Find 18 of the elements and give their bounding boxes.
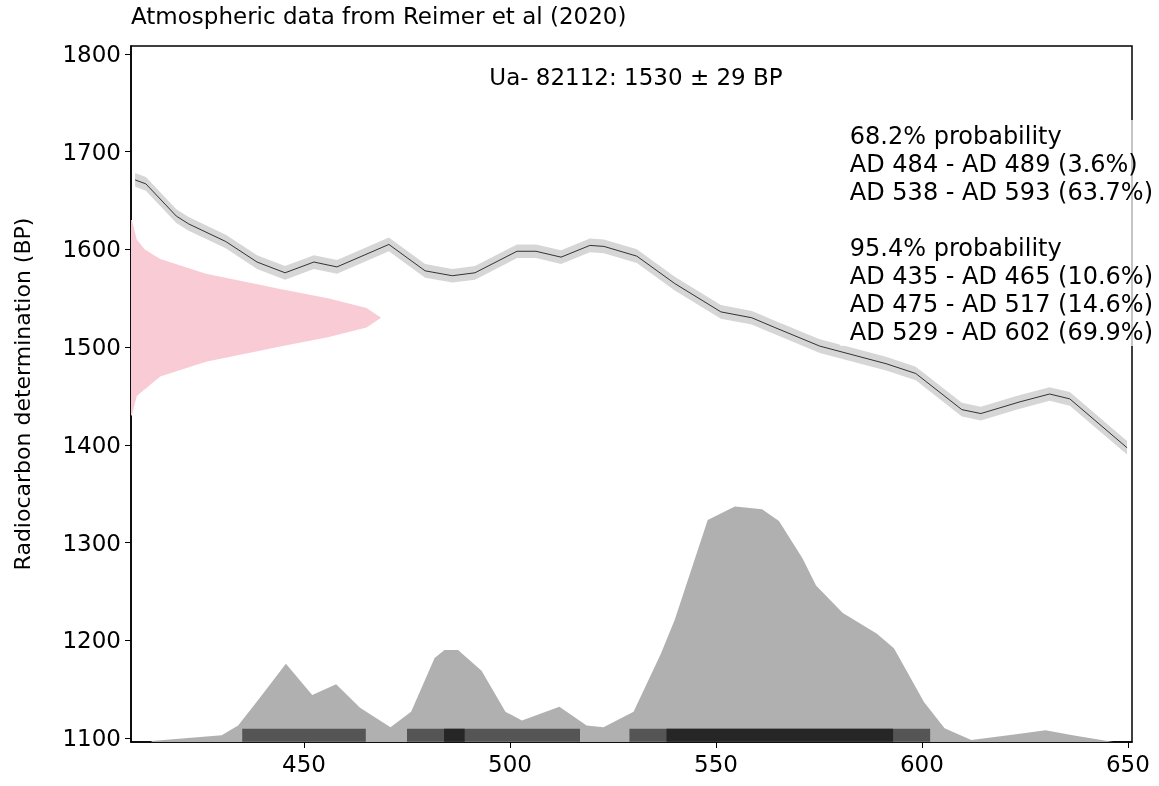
x-tick-label: 500: [488, 750, 532, 777]
annotation: 68.2% probability AD 484 - AD 489 (3.6%) AD 538 - AD 593 (63.7%): [849, 122, 1153, 206]
x-tick-label: 450: [282, 750, 326, 777]
y-tick-label: 1100: [62, 725, 121, 752]
annotation: 95.4% probability AD 435 - AD 465 (10.6%) AD 475 - AD 517 (14.6%) AD 529 - AD 602 (69.9%): [849, 234, 1153, 346]
y-axis-title: Radiocarbon determination (BP): [9, 217, 35, 571]
x-tick-label: 650: [1105, 750, 1150, 777]
x-tick-label: 550: [693, 750, 738, 777]
y-tick-label: 1600: [62, 236, 121, 263]
text: Ua- 82112: 1530 ± 29 BP: [489, 63, 783, 90]
y-tick-label: 1400: [62, 431, 121, 458]
y-tick-label: 1800: [62, 40, 121, 67]
y-tick-label: 1500: [62, 334, 121, 361]
chart-title: Atmospheric data from Reimer et al (2020): [131, 2, 627, 29]
y-tick-label: 1300: [62, 529, 121, 556]
x-tick-label: 600: [899, 750, 944, 777]
y-tick-label: 1200: [62, 627, 121, 654]
y-tick-label: 1700: [62, 138, 121, 165]
